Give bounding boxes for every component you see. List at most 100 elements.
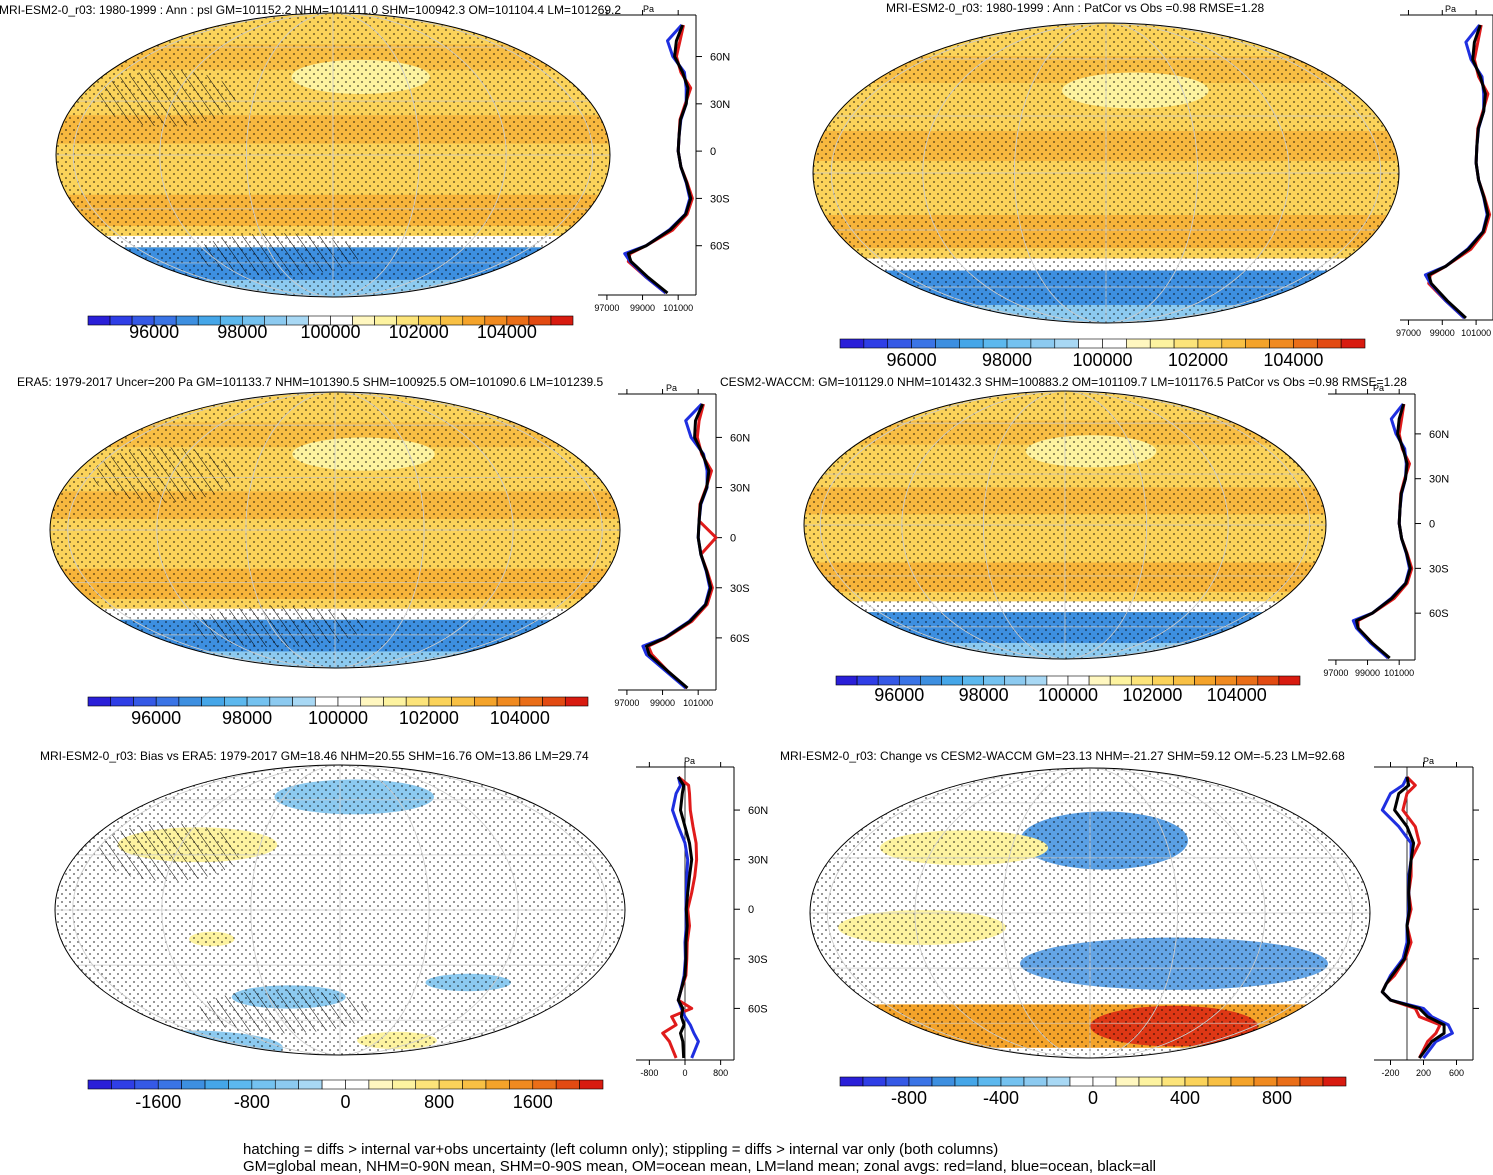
colorbar-label: -400 <box>983 1088 1019 1108</box>
colorbar-bin <box>878 676 899 685</box>
panel-title: MRI-ESM2-0_r03: Bias vs ERA5: 1979-2017 … <box>40 749 589 763</box>
colorbar-bin <box>1103 339 1127 348</box>
colorbar-label: 100000 <box>300 322 360 342</box>
zonal-unit-label: Pa <box>1423 756 1434 766</box>
colorbar-bin <box>88 316 110 325</box>
zonal-unit-label: Pa <box>643 4 654 14</box>
colorbar-bin <box>1024 1077 1047 1086</box>
colorbar-bin <box>299 1080 322 1089</box>
colorbar-bin <box>1070 1077 1093 1086</box>
map <box>810 768 1370 1058</box>
zonal-xtick-label: 99000 <box>1355 668 1380 678</box>
colorbar-bin <box>1131 676 1152 685</box>
colorbar-label: 98000 <box>222 708 272 728</box>
zonal-xtick-label: -200 <box>1381 1068 1399 1078</box>
panel-title: MRI-ESM2-0_r03: 1980-1999 : Ann : PatCor… <box>886 1 1265 15</box>
colorbar-bin <box>1047 676 1068 685</box>
colorbar-label: 98000 <box>982 350 1032 370</box>
colorbar-bin <box>1001 1077 1024 1086</box>
panel-title: ERA5: 1979-2017 Uncer=200 Pa GM=101133.7… <box>17 375 604 389</box>
map-body <box>813 23 1399 328</box>
colorbar-bin <box>1317 339 1341 348</box>
colorbar-bin <box>202 697 225 706</box>
zonal-unit-label: Pa <box>684 756 695 766</box>
hatching <box>98 823 241 881</box>
colorbar-bin <box>1173 676 1194 685</box>
colorbar-label: 104000 <box>1263 350 1323 370</box>
colorbar-bin <box>264 316 286 325</box>
colorbar-bin <box>1126 339 1150 348</box>
colorbar-bin <box>463 1080 486 1089</box>
colorbar-bin <box>293 697 316 706</box>
colorbar-bin <box>1047 1077 1070 1086</box>
colorbar-bin <box>1093 1077 1116 1086</box>
colorbar-bin <box>978 1077 1001 1086</box>
colorbar-bin <box>840 1077 863 1086</box>
colorbar-bin <box>1079 339 1103 348</box>
map-body <box>804 391 1326 663</box>
panel-p1: MRI-ESM2-0_r03: 1980-1999 : Ann : psl GM… <box>0 3 730 342</box>
zonal-lat-label: 30S <box>710 193 730 205</box>
colorbar-bin <box>1031 339 1055 348</box>
colorbar-bin <box>247 697 270 706</box>
zonal-line-land <box>628 25 692 293</box>
zonal-lat-label: 30S <box>730 583 750 595</box>
colorbar-bin <box>361 697 384 706</box>
colorbar-bin <box>556 1080 579 1089</box>
colorbar-bin <box>864 339 888 348</box>
colorbar-bin <box>1068 676 1089 685</box>
zonal-lat-label: 30N <box>748 855 768 867</box>
colorbar-bin <box>1089 676 1110 685</box>
colorbar-bin <box>543 697 566 706</box>
colorbar-label: 800 <box>1262 1088 1292 1108</box>
colorbar-bin <box>383 697 406 706</box>
zonal-lat-label: 60S <box>1429 608 1449 620</box>
colorbar-label: 104000 <box>490 708 550 728</box>
colorbar-bin <box>133 697 156 706</box>
zonal-lat-label: 30S <box>1429 563 1449 575</box>
colorbar-bin <box>1323 1077 1346 1086</box>
colorbar-bin <box>406 697 429 706</box>
colorbar-label: 0 <box>340 1092 350 1112</box>
colorbar-bin <box>429 697 452 706</box>
panel-p2: MRI-ESM2-0_r03: 1980-1999 : Ann : PatCor… <box>813 1 1493 370</box>
colorbar-bin <box>984 676 1005 685</box>
colorbar-bin <box>1007 339 1031 348</box>
colorbar-bin <box>1300 1077 1323 1086</box>
colorbar-bin <box>1005 676 1026 685</box>
colorbar-bin <box>158 1080 181 1089</box>
zonal-line-land <box>1429 25 1490 318</box>
colorbar-bin <box>1279 676 1300 685</box>
zonal-xtick-label: 101000 <box>683 698 713 708</box>
colorbar-bin <box>176 316 198 325</box>
colorbar-bin <box>439 1080 462 1089</box>
colorbar-bin <box>338 697 361 706</box>
colorbar-bin <box>486 1080 509 1089</box>
colorbar-bin <box>474 697 497 706</box>
colorbar-bin <box>1254 1077 1277 1086</box>
colorbar-bin <box>1195 676 1216 685</box>
zonal-lat-label: 60N <box>730 432 750 444</box>
colorbar-bin <box>983 339 1007 348</box>
zonal-xtick-label: 0 <box>682 1068 687 1078</box>
map <box>56 13 610 301</box>
zonal-lat-label: 60S <box>730 633 750 645</box>
colorbar-bin <box>580 1080 603 1089</box>
zonal-line-land <box>663 777 697 1058</box>
colorbar-bin <box>912 339 936 348</box>
colorbar-bin <box>533 1080 556 1089</box>
colorbar-bin <box>1246 339 1270 348</box>
zonal-lat-label: 30N <box>1429 474 1449 486</box>
colorbar-bin <box>205 1080 228 1089</box>
map <box>55 765 625 1065</box>
colorbar-label: 102000 <box>389 322 449 342</box>
colorbar-bin <box>920 676 941 685</box>
zonal-xtick-label: -800 <box>640 1068 658 1078</box>
colorbar-label: 102000 <box>1168 350 1228 370</box>
colorbar-bin <box>886 1077 909 1086</box>
